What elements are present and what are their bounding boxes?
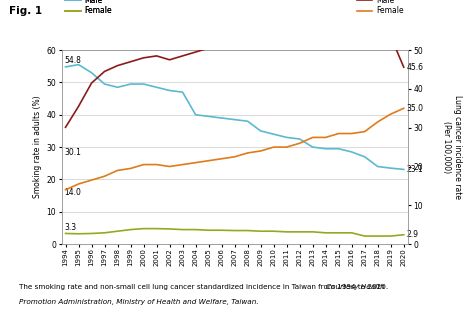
Text: 54.8: 54.8 (64, 56, 81, 65)
Y-axis label: Lung cancer incidence rate
(Per 100,000): Lung cancer incidence rate (Per 100,000) (442, 95, 462, 199)
Legend: Male, Female: Male, Female (357, 0, 404, 15)
Y-axis label: Smoking rate in adults (%): Smoking rate in adults (%) (33, 96, 42, 198)
Text: The smoking rate and non-small cell lung cancer standardized incidence in Taiwan: The smoking rate and non-small cell lung… (19, 284, 390, 290)
Text: 23.1: 23.1 (406, 165, 423, 174)
Text: 45.6: 45.6 (406, 63, 423, 72)
Text: Fig. 1: Fig. 1 (9, 6, 43, 16)
Text: 3.3: 3.3 (64, 223, 76, 232)
Text: Promotion Administration, Ministry of Health and Welfare, Taiwan.: Promotion Administration, Ministry of He… (19, 299, 259, 305)
Text: 35.0: 35.0 (406, 104, 423, 113)
Text: 30.1: 30.1 (64, 148, 81, 157)
Text: 2.9: 2.9 (406, 230, 419, 239)
Text: 14.0: 14.0 (64, 188, 81, 197)
Legend: Male, Female: Male, Female (65, 0, 112, 15)
Text: Courtesy Health: Courtesy Health (326, 283, 384, 290)
